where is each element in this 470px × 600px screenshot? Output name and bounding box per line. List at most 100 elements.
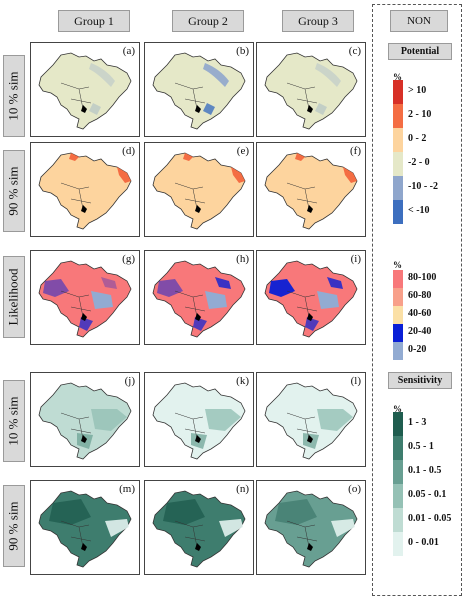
panel-letter: (g) [122, 253, 135, 265]
legend-swatch [393, 80, 403, 104]
legend-label: 0.01 - 0.05 [408, 513, 452, 524]
brazil-map-svg [38, 490, 132, 568]
panel-letter: (b) [236, 45, 249, 57]
reservoir-cluster [195, 105, 201, 113]
basin-boundaries [174, 182, 206, 210]
reservoir-cluster [81, 205, 87, 213]
basin-boundaries [174, 520, 206, 548]
legend-column [372, 4, 462, 596]
reservoir-cluster [307, 435, 313, 443]
legend-label: 1 - 3 [408, 417, 427, 428]
reservoir-cluster [307, 543, 313, 551]
basin-boundaries [60, 520, 92, 548]
basin-boundaries [60, 82, 92, 110]
brazil-outline [38, 260, 132, 338]
non-header: NON [390, 10, 448, 32]
legend-swatch [393, 460, 403, 484]
column-header-group-1: Group 1 [58, 10, 130, 32]
legend-swatch [393, 342, 403, 360]
reservoir-cluster [195, 435, 201, 443]
legend-label: 0 - 0.01 [408, 537, 439, 548]
panel-letter: (i) [350, 253, 361, 265]
map-panel: (l) [256, 372, 366, 467]
brazil-map-svg [38, 382, 132, 460]
brazil-outline [152, 52, 246, 130]
panel-letter: (o) [348, 483, 361, 495]
legend-swatch [393, 200, 403, 224]
legend-label: 80-100 [408, 272, 437, 283]
row-label-90-sim-sensitivity: 90 % sim [3, 485, 25, 567]
basin-boundaries [60, 412, 92, 440]
reservoir-cluster [81, 105, 87, 113]
brazil-map-svg [264, 382, 358, 460]
brazil-map-svg [264, 152, 358, 230]
reservoir-cluster [307, 205, 313, 213]
reservoir-cluster [195, 205, 201, 213]
panel-letter: (a) [122, 45, 135, 57]
basin-boundaries [60, 182, 92, 210]
row-label-10-sim-sensitivity: 10 % sim [3, 380, 25, 462]
brazil-map-svg [38, 260, 132, 338]
panel-letter: (h) [236, 253, 249, 265]
brazil-map-svg [38, 52, 132, 130]
reservoir-cluster [81, 543, 87, 551]
map-panel: (e) [144, 142, 254, 237]
legend-label: 0.1 - 0.5 [408, 465, 442, 476]
map-panel: (o) [256, 480, 366, 575]
panel-letter: (e) [236, 145, 249, 157]
reservoir-cluster [307, 313, 313, 321]
map-panel: (h) [144, 250, 254, 345]
basin-boundaries [286, 520, 318, 548]
column-header-group-3: Group 3 [282, 10, 354, 32]
brazil-outline [38, 152, 132, 230]
legend-label: 0 - 2 [408, 133, 427, 144]
legend-label: < -10 [408, 205, 430, 216]
legend-swatch [393, 532, 403, 556]
legend-swatch [393, 176, 403, 200]
panel-letter: (n) [236, 483, 249, 495]
brazil-map-svg [152, 52, 246, 130]
reservoir-cluster [195, 313, 201, 321]
map-panel: (a) [30, 42, 140, 137]
legend-label: -10 - -2 [408, 181, 438, 192]
column-header-group-2: Group 2 [172, 10, 244, 32]
panel-letter: (f) [350, 145, 361, 157]
map-panel: (m) [30, 480, 140, 575]
brazil-map-svg [38, 152, 132, 230]
map-panel: (b) [144, 42, 254, 137]
legend-title-potential: Potential [388, 43, 452, 60]
basin-boundaries [174, 412, 206, 440]
legend-swatch [393, 288, 403, 306]
brazil-outline [152, 382, 246, 460]
brazil-outline [38, 382, 132, 460]
legend-label: > 10 [408, 85, 427, 96]
row-label-likelihood: Likelihood [3, 256, 25, 338]
panel-letter: (k) [236, 375, 249, 387]
reservoir-cluster [81, 313, 87, 321]
legend-label: 0.5 - 1 [408, 441, 434, 452]
legend-label: 60-80 [408, 290, 432, 301]
brazil-outline [264, 382, 358, 460]
legend-swatch [393, 508, 403, 532]
legend-label: 40-60 [408, 308, 432, 319]
basin-boundaries [286, 412, 318, 440]
row-label-10-sim-potential: 10 % sim [3, 55, 25, 137]
map-panel: (f) [256, 142, 366, 237]
map-panel: (n) [144, 480, 254, 575]
legend-title-sensitivity: Sensitivity [388, 372, 452, 389]
panel-letter: (j) [124, 375, 135, 387]
panel-letter: (l) [350, 375, 361, 387]
legend-swatch [393, 270, 403, 288]
map-panel: (i) [256, 250, 366, 345]
legend-label: 20-40 [408, 326, 432, 337]
legend-swatch [393, 436, 403, 460]
legend-swatch [393, 324, 403, 342]
brazil-map-svg [152, 260, 246, 338]
basin-boundaries [286, 182, 318, 210]
legend-unit-likelihood: % [393, 260, 402, 270]
legend-unit-potential: % [393, 72, 402, 82]
legend-swatch [393, 484, 403, 508]
map-panel: (g) [30, 250, 140, 345]
map-panel: (d) [30, 142, 140, 237]
map-panel: (j) [30, 372, 140, 467]
